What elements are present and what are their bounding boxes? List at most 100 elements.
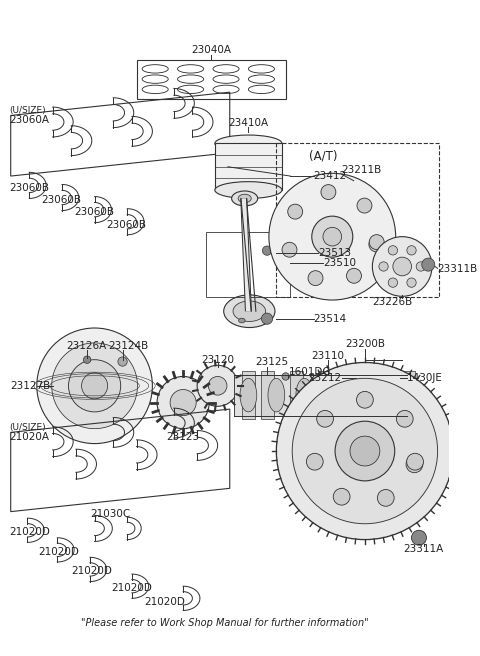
Text: 23060B: 23060B [41, 195, 82, 205]
Circle shape [312, 216, 353, 257]
Circle shape [262, 313, 273, 324]
Text: 21020D: 21020D [144, 597, 185, 607]
Bar [342, 371, 355, 419]
Text: 23120: 23120 [201, 355, 234, 365]
Text: 23126A: 23126A [67, 340, 107, 351]
Ellipse shape [380, 379, 396, 412]
Circle shape [288, 204, 303, 219]
Circle shape [69, 359, 120, 412]
Bar [206, 232, 290, 297]
Text: 23410A: 23410A [228, 118, 268, 128]
Circle shape [369, 235, 384, 249]
Ellipse shape [215, 182, 282, 198]
Bar [234, 375, 407, 416]
Bar [365, 371, 378, 419]
Ellipse shape [239, 318, 245, 323]
Ellipse shape [238, 194, 251, 203]
Text: 23412: 23412 [313, 171, 347, 181]
Text: 21020D: 21020D [111, 583, 152, 593]
Text: (U/SIZE): (U/SIZE) [9, 423, 46, 432]
Text: 23060B: 23060B [9, 183, 49, 193]
Text: 23311B: 23311B [438, 264, 478, 274]
Circle shape [379, 262, 388, 271]
Text: 21020D: 21020D [72, 566, 112, 576]
Bar [215, 144, 282, 190]
Bar [276, 144, 440, 297]
Text: 23125: 23125 [255, 358, 288, 367]
Ellipse shape [324, 379, 341, 412]
Circle shape [118, 357, 127, 366]
Circle shape [407, 278, 416, 287]
Circle shape [84, 356, 91, 363]
Circle shape [208, 377, 227, 395]
Circle shape [37, 328, 152, 443]
Ellipse shape [264, 318, 271, 323]
Text: 21020D: 21020D [9, 527, 50, 537]
Text: (U/SIZE): (U/SIZE) [9, 106, 46, 115]
Circle shape [308, 271, 323, 285]
Text: 23200B: 23200B [345, 339, 385, 349]
Circle shape [170, 390, 196, 416]
Text: 23510: 23510 [323, 258, 356, 268]
Circle shape [357, 392, 373, 408]
Circle shape [396, 411, 413, 427]
Circle shape [269, 173, 396, 300]
Circle shape [263, 246, 272, 255]
Ellipse shape [352, 379, 369, 412]
Ellipse shape [233, 301, 265, 321]
Circle shape [393, 257, 411, 276]
Text: 23226B: 23226B [373, 297, 413, 307]
Bar [290, 371, 303, 419]
Circle shape [388, 246, 397, 255]
Text: 23212: 23212 [309, 373, 342, 383]
Circle shape [357, 198, 372, 213]
Text: 23124B: 23124B [108, 340, 149, 351]
Ellipse shape [232, 191, 258, 206]
Text: 23311A: 23311A [404, 544, 444, 554]
Ellipse shape [268, 379, 285, 412]
Text: 23060B: 23060B [74, 207, 114, 217]
Circle shape [416, 262, 425, 271]
Text: 23060A: 23060A [9, 115, 49, 125]
Ellipse shape [296, 379, 312, 412]
Circle shape [323, 228, 342, 246]
Circle shape [292, 379, 438, 523]
Text: 23123: 23123 [167, 432, 200, 442]
Text: 21020D: 21020D [39, 546, 80, 557]
Circle shape [276, 363, 454, 540]
Circle shape [422, 258, 435, 271]
Circle shape [317, 411, 334, 427]
Circle shape [282, 373, 289, 380]
Bar [318, 371, 331, 419]
Bar [242, 371, 255, 419]
Text: 23514: 23514 [313, 314, 347, 323]
Ellipse shape [224, 295, 275, 327]
Circle shape [372, 237, 432, 297]
Text: 23040A: 23040A [191, 45, 231, 55]
Text: 23060B: 23060B [107, 220, 147, 230]
Circle shape [350, 436, 380, 466]
Text: 1601DG: 1601DG [288, 367, 331, 377]
Circle shape [197, 365, 238, 406]
Circle shape [82, 373, 108, 399]
Text: "Please refer to Work Shop Manual for further information": "Please refer to Work Shop Manual for fu… [81, 619, 369, 628]
Circle shape [306, 453, 323, 470]
Text: 1430JE: 1430JE [407, 373, 443, 383]
Circle shape [157, 377, 209, 428]
Circle shape [407, 246, 416, 255]
Text: (A/T): (A/T) [309, 149, 337, 162]
Ellipse shape [215, 135, 282, 152]
Text: 21030C: 21030C [90, 510, 130, 520]
Text: 23513: 23513 [318, 249, 351, 258]
Text: 23110: 23110 [311, 351, 344, 361]
Text: 23127B: 23127B [11, 380, 51, 391]
Circle shape [411, 530, 426, 545]
Circle shape [282, 242, 297, 257]
Text: 21020A: 21020A [9, 432, 49, 442]
Circle shape [369, 237, 384, 252]
Circle shape [321, 184, 336, 199]
Circle shape [335, 421, 395, 481]
Circle shape [406, 456, 423, 473]
Bar [261, 371, 274, 419]
Circle shape [333, 488, 350, 505]
